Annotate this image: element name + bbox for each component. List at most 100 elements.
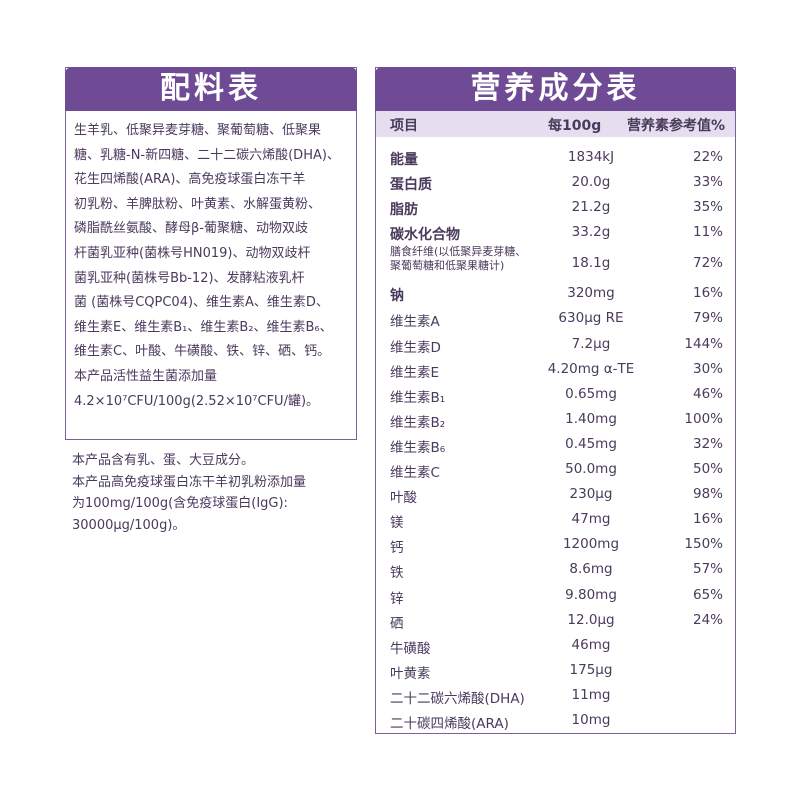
nutrient-nrv: 30% xyxy=(692,360,723,377)
nutrient-nrv: 35% xyxy=(692,199,723,216)
nutrient-amount: 10mg xyxy=(571,711,611,728)
nutrition-row: 维生素B₁ 0.65mg 46% xyxy=(376,382,735,407)
header-nrv: 营养素参考值% xyxy=(626,118,725,134)
nutrient-name: 维生素B₂ xyxy=(390,414,446,431)
nutrient-name: 能量 xyxy=(390,152,418,168)
nutrition-row: 镁 47mg 16% xyxy=(376,507,735,532)
ingredients-line: 磷脂酰丝氨酸、酵母β-葡聚糖、动物双歧 xyxy=(74,221,308,237)
nutrient-amount: 0.65mg xyxy=(565,385,617,402)
nutrition-row: 碳水化合物 33.2g 11% xyxy=(376,220,735,245)
nutrition-row: 锌 9.80mg 65% xyxy=(376,583,735,608)
nutrient-name: 叶酸 xyxy=(390,490,417,507)
ingredients-line: 初乳粉、羊脾肽粉、叶黄素、水解蛋黄粉、 xyxy=(74,196,322,212)
nutrient-name: 钙 xyxy=(390,540,404,557)
ingredients-line: 菌乳亚种(菌株号Bb-12)、发酵粘液乳杆 xyxy=(74,270,305,286)
nutrition-row: 叶黄素 175μg xyxy=(376,658,735,683)
nutrition-row: 维生素E 4.20mg α-TE 30% xyxy=(376,357,735,382)
ingredients-line: 花生四烯酸(ARA)、高免疫球蛋白冻干羊 xyxy=(74,172,306,188)
nutrient-name: 维生素D xyxy=(390,339,441,356)
nutrient-amount: 230μg xyxy=(569,486,613,503)
nutrient-nrv: 22% xyxy=(692,149,723,165)
nutrient-name: 蛋白质 xyxy=(390,177,432,194)
nutrient-amount: 0.45mg xyxy=(565,435,617,452)
note-line: 本产品高免疫球蛋白冻干羊初乳粉添加量 xyxy=(72,474,307,490)
nutrient-amount: 1200mg xyxy=(562,536,620,553)
nutrition-row: 脂肪 21.2g 35% xyxy=(376,195,735,220)
nutrient-amount: 46mg xyxy=(571,636,611,653)
nutrient-name: 膳食纤维(以低聚异麦芽糖、 聚葡萄糖和低聚果糖计) xyxy=(390,245,526,273)
nutrient-nrv: 24% xyxy=(692,611,723,628)
nutrient-name: 硒 xyxy=(390,615,404,632)
ingredients-text: 生羊乳、低聚异麦芽糖、聚葡萄糖、低聚果 糖、乳糖-N-新四糖、二十二碳六烯酸(D… xyxy=(66,111,356,414)
nutrient-nrv: 150% xyxy=(684,536,723,553)
nutrient-amount: 1.40mg xyxy=(565,410,617,427)
nutrient-name: 维生素B₁ xyxy=(390,389,446,406)
nutrition-row: 牛磺酸 46mg xyxy=(376,633,735,658)
nutrient-amount: 175μg xyxy=(569,661,613,678)
nutrition-row: 维生素B₂ 1.40mg 100% xyxy=(376,407,735,432)
note-line: 30000μg/100g)。 xyxy=(72,517,186,533)
nutrient-amount: 18.1g xyxy=(571,255,611,272)
nutrient-name: 铁 xyxy=(390,565,404,582)
allergen-notes: 本产品含有乳、蛋、大豆成分。 本产品高免疫球蛋白冻干羊初乳粉添加量 为100mg… xyxy=(72,450,362,536)
nutrient-name-line1: 膳食纤维(以低聚异麦芽糖、 xyxy=(390,245,527,259)
ingredients-line: 杆菌乳亚种(菌株号HN019)、动物双歧杆 xyxy=(74,245,311,261)
nutrition-row: 维生素B₆ 0.45mg 32% xyxy=(376,432,735,457)
nutrient-nrv: 57% xyxy=(692,561,723,578)
nutrient-nrv: 50% xyxy=(692,461,723,478)
nutrient-nrv: 65% xyxy=(692,586,723,603)
note-line: 为100mg/100g(含免疫球蛋白(IgG): xyxy=(72,496,288,511)
nutrition-row: 二十二碳六烯酸(DHA) 11mg xyxy=(376,683,735,708)
ingredients-line: 维生素E、维生素B₁、维生素B₂、维生素B₆、 xyxy=(74,319,333,335)
ingredients-line: 生羊乳、低聚异麦芽糖、聚葡萄糖、低聚果 xyxy=(74,123,322,138)
nutrient-name: 维生素E xyxy=(390,364,440,381)
nutrient-amount: 630μg RE xyxy=(558,310,624,327)
ingredients-line: 菌 (菌株号CQPC04)、维生素A、维生素D、 xyxy=(74,295,329,311)
nutrition-row: 维生素C 50.0mg 50% xyxy=(376,457,735,482)
ingredients-line: 维生素C、叶酸、牛磺酸、铁、锌、硒、钙。 xyxy=(74,344,331,360)
nutrition-title: 营养成分表 xyxy=(375,67,736,111)
ingredients-line: 本产品活性益生菌添加量 xyxy=(74,368,218,384)
nutrition-panel: 营养成分表 项目 每100g 营养素参考值% 能量 1834kJ 22% 蛋白质 20.… xyxy=(375,67,736,734)
nutrition-row: 膳食纤维(以低聚异麦芽糖、 聚葡萄糖和低聚果糖计) 18.1g 72% xyxy=(376,245,735,281)
nutrient-nrv: 32% xyxy=(692,435,723,452)
nutrient-amount: 50.0mg xyxy=(565,461,617,478)
nutrient-name: 维生素C xyxy=(390,465,440,482)
nutrient-amount: 320mg xyxy=(567,285,615,302)
ingredients-title: 配料表 xyxy=(65,67,357,111)
nutrient-name: 脂肪 xyxy=(390,202,418,219)
nutrient-amount: 12.0μg xyxy=(567,611,615,628)
nutrient-nrv: 72% xyxy=(692,255,723,272)
nutrition-row: 能量 1834kJ 22% xyxy=(376,145,735,170)
nutrient-name: 二十碳四烯酸(ARA) xyxy=(390,715,509,732)
nutrient-amount: 47mg xyxy=(571,511,611,528)
nutrient-name: 钠 xyxy=(390,288,404,305)
nutrient-name: 镁 xyxy=(390,515,404,532)
nutrition-header-row: 项目 每100g 营养素参考值% xyxy=(376,111,735,137)
nutrient-amount: 4.20mg α-TE xyxy=(547,360,635,377)
nutrient-amount: 21.2g xyxy=(571,199,611,216)
note-line: 本产品含有乳、蛋、大豆成分。 xyxy=(72,453,255,468)
ingredients-line: 糖、乳糖-N-新四糖、二十二碳六烯酸(DHA)、 xyxy=(74,147,340,163)
nutrition-row: 钠 320mg 16% xyxy=(376,281,735,306)
header-item: 项目 xyxy=(390,118,418,134)
nutrient-nrv: 11% xyxy=(692,224,723,241)
nutrition-row: 铁 8.6mg 57% xyxy=(376,557,735,582)
nutrition-row: 二十碳四烯酸(ARA) 10mg xyxy=(376,708,735,733)
nutrient-name: 维生素B₆ xyxy=(390,439,446,456)
nutrition-row: 硒 12.0μg 24% xyxy=(376,608,735,633)
nutrient-name: 叶黄素 xyxy=(390,665,431,682)
nutrient-name: 二十二碳六烯酸(DHA) xyxy=(390,690,525,707)
nutrient-nrv: 100% xyxy=(684,410,723,427)
nutrient-name: 碳水化合物 xyxy=(390,227,460,244)
nutrient-name: 维生素A xyxy=(390,314,440,331)
nutrient-nrv: 144% xyxy=(684,335,723,352)
nutrient-name: 锌 xyxy=(390,590,404,607)
nutrition-row: 蛋白质 20.0g 33% xyxy=(376,170,735,195)
nutrient-amount: 20.0g xyxy=(571,174,611,191)
ingredients-panel: 配料表 生羊乳、低聚异麦芽糖、聚葡萄糖、低聚果 糖、乳糖-N-新四糖、二十二碳六… xyxy=(65,67,357,440)
nutrient-nrv: 33% xyxy=(692,174,723,191)
nutrient-nrv: 16% xyxy=(692,285,723,302)
nutrient-amount: 7.2μg xyxy=(571,335,611,352)
nutrient-nrv: 79% xyxy=(692,310,723,327)
